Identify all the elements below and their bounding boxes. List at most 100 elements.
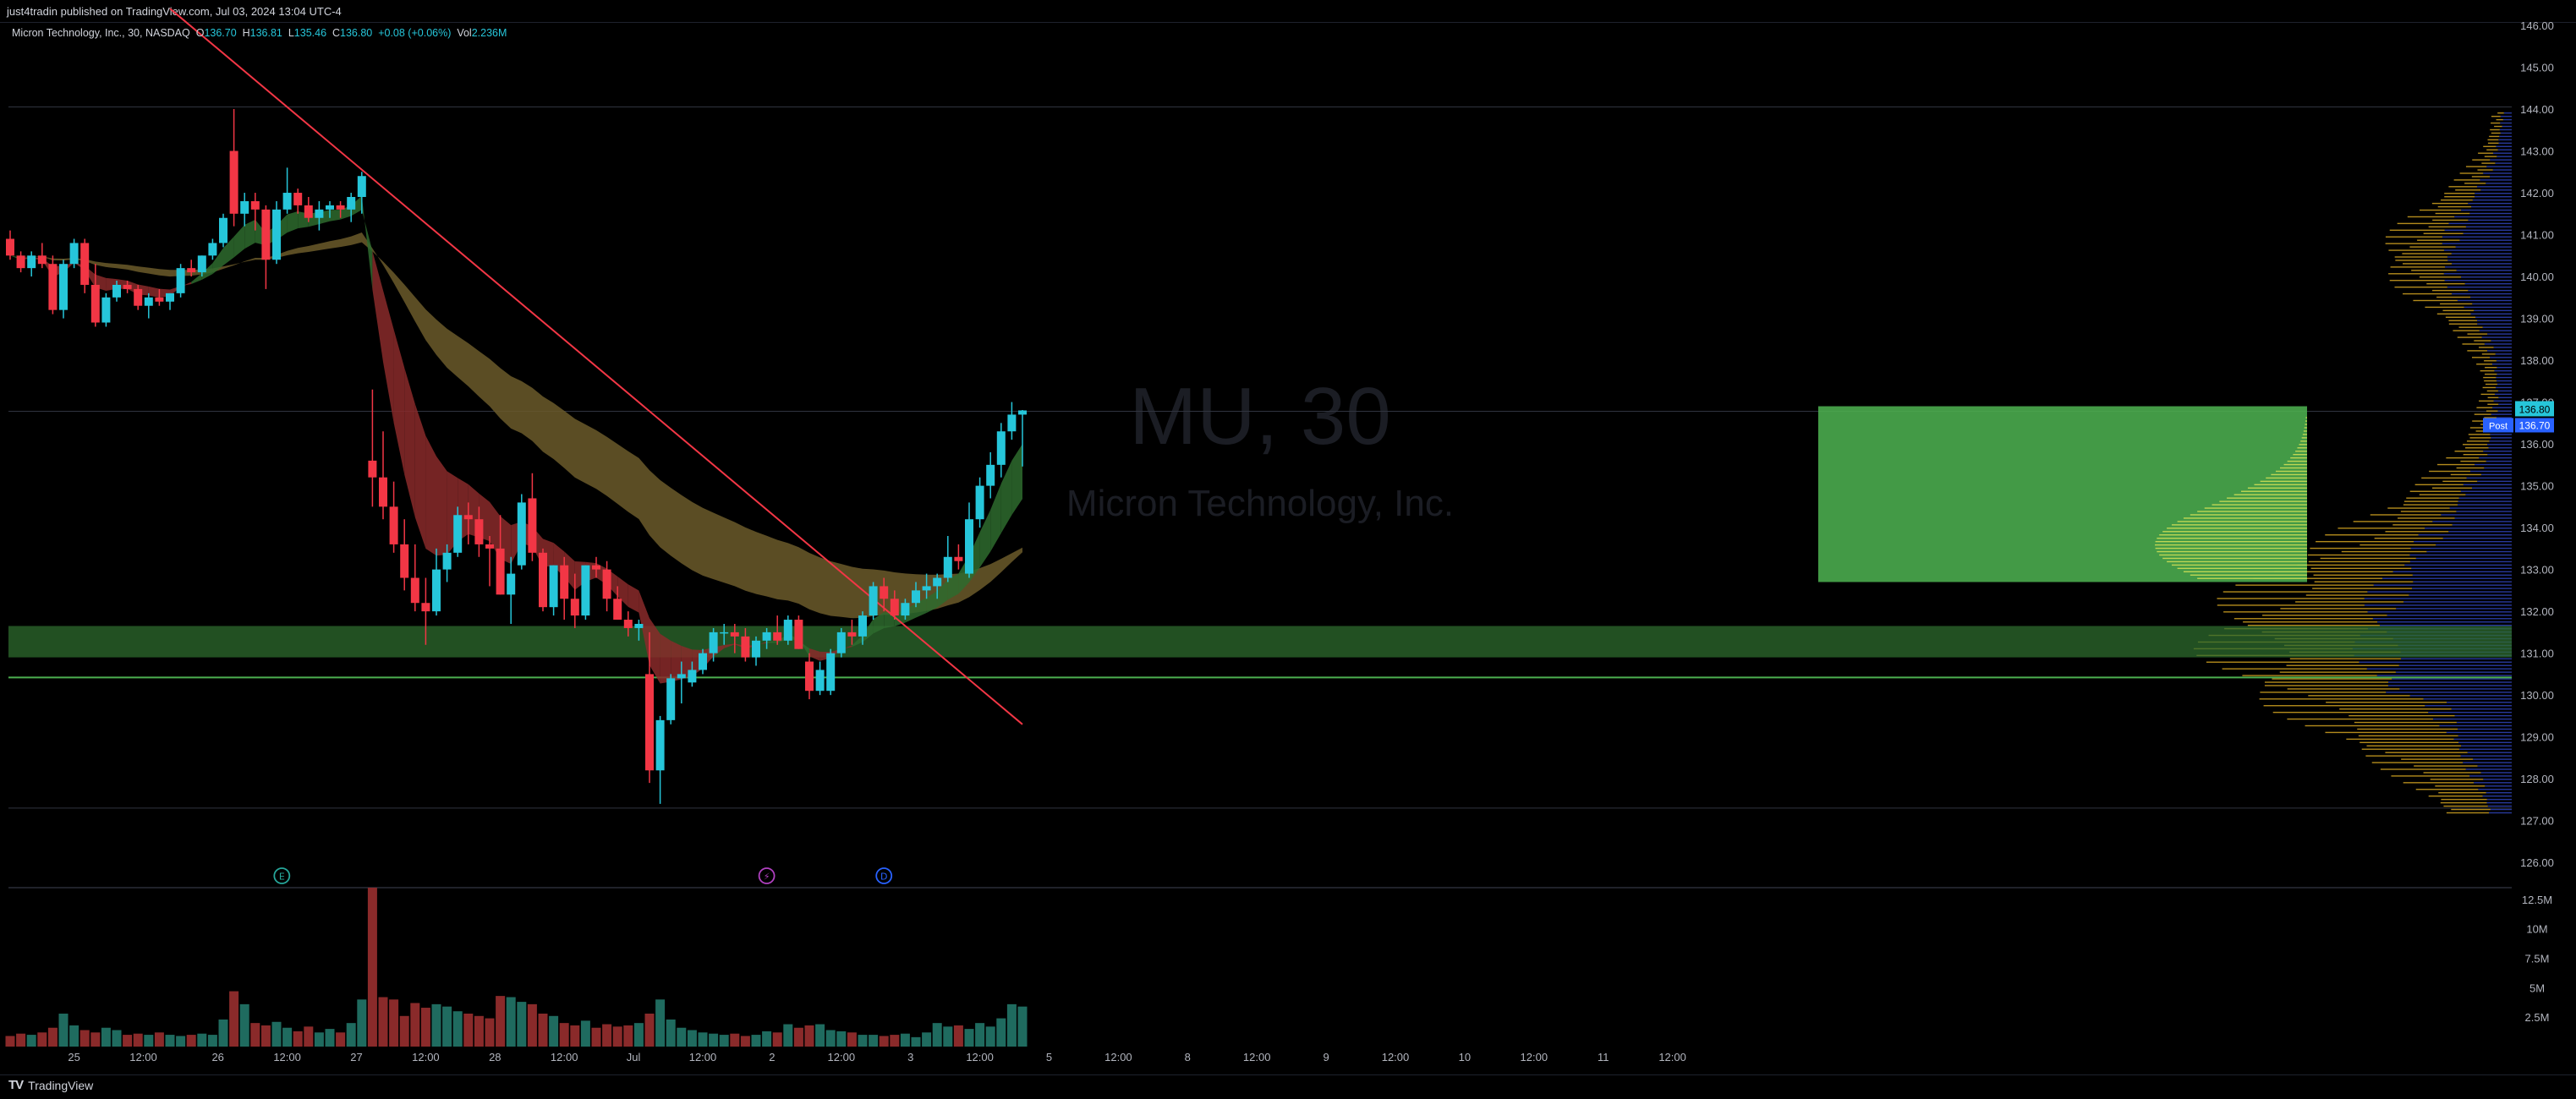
value-area-profile-bar <box>2275 470 2307 473</box>
volume-profile-bar-up <box>2469 437 2491 439</box>
volume-profile-bar-up <box>2448 320 2477 321</box>
earnings-marker-icon[interactable] <box>273 867 291 884</box>
candle-body <box>592 565 600 570</box>
candle-body <box>432 569 441 612</box>
ohlc-legend: Micron Technology, Inc., 30, NASDAQ O136… <box>12 27 507 39</box>
volume-profile-bar-up <box>2310 547 2411 550</box>
last-price-tag <box>2515 401 2554 417</box>
volume-profile-bar-up <box>2314 581 2414 582</box>
candle-body <box>463 515 473 520</box>
volume-bar <box>282 1027 293 1047</box>
fast-ma-band-bull <box>244 219 255 249</box>
volume-profile-bar-up <box>2305 594 2409 596</box>
fast-ma-band-bear <box>628 584 639 613</box>
volume-profile-bar-down <box>2443 249 2512 251</box>
volume-bar <box>591 1027 601 1047</box>
volume-profile-bar-up <box>2417 239 2460 241</box>
time-axis-tick: 12:00 <box>1521 1051 1548 1063</box>
volume-profile-bar-down <box>2396 608 2512 610</box>
fast-ma-band-bull <box>361 195 373 290</box>
volume-bar <box>186 1035 196 1047</box>
fast-ma-band-bull <box>947 573 959 600</box>
volume-profile-bar-down <box>2461 209 2512 211</box>
fast-ma-band-bear <box>724 643 735 648</box>
volume-profile-bar-up <box>2419 276 2461 278</box>
volume-profile-bar-down <box>2423 698 2512 700</box>
time-axis-tick: 12:00 <box>1382 1051 1410 1063</box>
volume-bar <box>719 1035 729 1047</box>
fast-ma-band-bull <box>873 612 885 634</box>
volume-bar <box>549 1015 559 1047</box>
fast-ma-band-bull <box>330 210 341 221</box>
volume-bar <box>975 1023 985 1047</box>
volume-bar <box>485 1018 495 1047</box>
volume-profile-bar-down <box>2458 748 2512 750</box>
volume-bar <box>207 1035 217 1047</box>
volume-profile-bar-down <box>2410 547 2512 550</box>
trendline-layer[interactable] <box>169 8 1023 725</box>
volume-profile-bar-up <box>2465 166 2487 167</box>
fast-ma-band-bear <box>414 403 426 549</box>
event-markers[interactable]: E ⚡ D <box>273 867 893 884</box>
candle-body <box>90 284 100 323</box>
price-axis-tick: 141.00 <box>2520 229 2554 242</box>
volume-profile-bar-down <box>2364 598 2512 599</box>
volume-profile-bar-up <box>2457 336 2482 338</box>
value-area-profile-bar <box>2240 490 2307 492</box>
volume-bar <box>1017 1006 1028 1047</box>
volume-profile-bar-up <box>2310 567 2412 570</box>
volume-bar <box>123 1035 133 1047</box>
volume-profile-bar-up <box>2341 550 2427 553</box>
volume-profile-bar-up <box>2487 396 2499 399</box>
volume-profile-bar-up <box>2456 467 2485 469</box>
volume-profile-bar-up <box>2446 812 2490 814</box>
volume-profile-bar-down <box>2475 463 2512 466</box>
tradingview-logo[interactable]: TV TradingView <box>8 1078 93 1092</box>
time-axis[interactable]: 25 12:00 26 12:00 27 12:00 28 12:00 Jul 12:00 2 12:… <box>68 1051 1686 1063</box>
volume-profile-bar-up <box>2474 413 2491 415</box>
candle-body <box>826 653 836 692</box>
candle-body <box>720 632 729 634</box>
volume-profile-bar-down <box>2477 480 2512 483</box>
volume-bar <box>633 1023 644 1047</box>
volume-profile-bar-down <box>2500 132 2512 134</box>
volume-profile-bar-down <box>2487 333 2512 335</box>
volume-profile-bar-down <box>2454 517 2512 519</box>
volume-profile-bar-down <box>2500 115 2512 118</box>
value-area-profile-bar <box>2157 538 2307 539</box>
split-marker-icon[interactable] <box>758 867 776 884</box>
volume-bar <box>389 999 399 1047</box>
dividend-marker-icon[interactable] <box>875 867 893 884</box>
volume-profile-bar-up <box>2483 376 2497 379</box>
fast-ma-band-bull <box>926 591 938 613</box>
volume-profile-bar-down <box>2475 316 2512 318</box>
volume-profile-bar-up <box>2467 333 2488 335</box>
volume-profile-bar-up <box>2389 229 2445 232</box>
trendline[interactable] <box>169 8 1023 725</box>
fast-ma-band-bull <box>990 484 1001 552</box>
fast-ma-band-bull <box>212 248 223 275</box>
legend-high-value: 136.81 <box>249 27 282 39</box>
fast-ma-band-bull <box>1000 460 1012 533</box>
volume-profile-bar-up <box>2339 708 2452 710</box>
volume-profile-bar-down <box>2399 688 2512 690</box>
volume-profile-bar-up <box>2431 202 2469 205</box>
price-axis[interactable]: 146.00 145.00 144.00 143.00 142.00 141.00 140.… <box>2520 19 2554 869</box>
volume-profile-bar-up <box>2272 711 2429 714</box>
volume-profile-bar-up <box>2354 721 2457 724</box>
volume-profile-bar-down <box>2458 728 2512 730</box>
candle-body <box>677 674 686 679</box>
support-zone[interactable] <box>8 626 2512 658</box>
volume-bar <box>325 1029 335 1047</box>
support-zone-layer[interactable] <box>8 626 2512 679</box>
volume-bar <box>836 1031 847 1047</box>
volume-profile-bar-down <box>2451 708 2512 710</box>
candle-body <box>666 678 676 720</box>
value-area-profile-bar <box>2155 540 2307 543</box>
volume-profile-bar-up <box>2463 453 2488 456</box>
time-axis-tick: 25 <box>68 1051 79 1063</box>
volume-profile-bar-down <box>2443 273 2512 275</box>
volume-axis[interactable]: 12.5M 10M 7.5M 5M 2.5M <box>2522 894 2552 1024</box>
volume-profile-bar-down <box>2470 470 2512 473</box>
